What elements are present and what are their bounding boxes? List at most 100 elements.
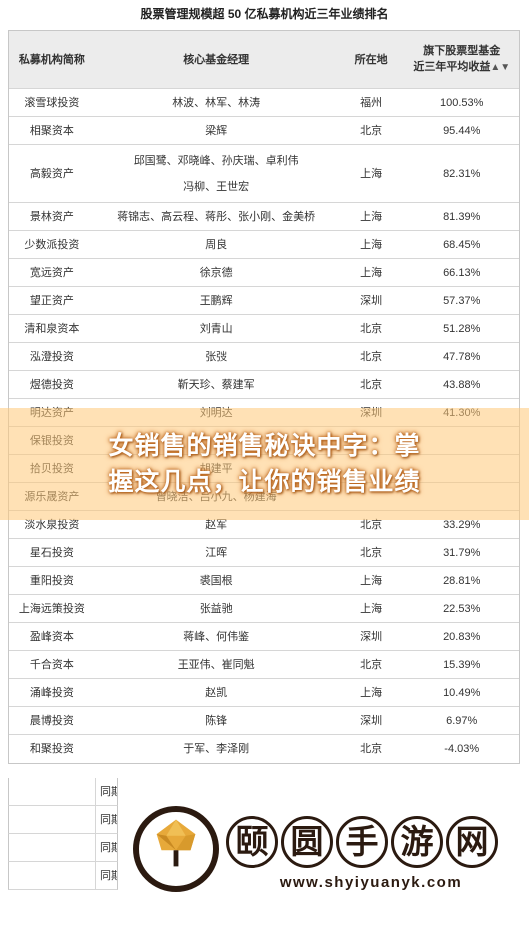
table-row: 宽远资产 徐京德 上海 66.13% (9, 259, 519, 287)
location-cell: 上海 (360, 266, 383, 279)
managers-cell: 刘青山 (199, 322, 233, 335)
firm-cell: 泓澄投资 (29, 350, 74, 363)
return-cell: 81.39% (443, 210, 481, 223)
managers-cell: 陈锋 (205, 714, 228, 727)
column-header-return[interactable]: 旗下股票型基金 近三年平均收益▲▼ (404, 43, 519, 76)
return-cell: 66.13% (443, 266, 481, 279)
column-header-return-line2: 近三年平均收益 (413, 61, 491, 73)
firm-cell: 宽远资产 (29, 266, 74, 279)
watermark-char: 圆 (281, 816, 333, 868)
location-cell: 福州 (360, 96, 383, 109)
firm-cell: 涌峰投资 (29, 686, 74, 699)
managers-cell: 林波、林军、林涛 (172, 96, 261, 109)
extra-row-empty-cell (9, 862, 95, 889)
firm-cell: 清和泉资本 (24, 322, 80, 335)
table-row: 泓澄投资 张弢 北京 47.78% (9, 343, 519, 371)
managers-cell: 江晖 (205, 546, 228, 559)
location-cell: 上海 (360, 238, 383, 251)
table-row: 滚雪球投资 林波、林军、林涛 福州 100.53% (9, 89, 519, 117)
promo-banner[interactable]: 女销售的销售秘诀中字：掌 握这几点，让你的销售业绩 (0, 408, 529, 520)
watermark-char: 颐 (226, 816, 278, 868)
table-row: 重阳投资 裘国根 上海 28.81% (9, 567, 519, 595)
table-row: 少数派投资 周良 上海 68.45% (9, 231, 519, 259)
return-cell: 68.45% (443, 238, 481, 251)
return-cell: 100.53% (440, 96, 484, 109)
managers-cell: 周良 (205, 238, 228, 251)
ranking-table: 私募机构简称 核心基金经理 所在地 旗下股票型基金 近三年平均收益▲▼ 滚雪球投… (8, 30, 520, 764)
managers-cell: 靳天珍、蔡建军 (177, 378, 255, 391)
firm-cell: 星石投资 (29, 546, 74, 559)
extra-row-label: 同期 (95, 806, 117, 833)
table-row: 上海远策投资 张益驰 上海 22.53% (9, 595, 519, 623)
managers-cell: 于军、李泽刚 (183, 743, 250, 755)
column-header-location[interactable]: 所在地 (354, 53, 388, 66)
firm-cell: 淡水泉投资 (24, 518, 80, 531)
return-cell: 31.79% (443, 546, 481, 559)
firm-cell: 盈峰资本 (29, 630, 74, 643)
managers-cell: 蒋锦志、高云程、蒋彤、张小刚、金美桥 (117, 210, 316, 223)
firm-cell: 千合资本 (29, 658, 74, 671)
managers-cell: 赵凯 (205, 686, 228, 699)
watermark-url[interactable]: www.shyiyuanyk.com (279, 874, 463, 891)
return-cell: 6.97% (446, 714, 478, 727)
location-cell: 北京 (360, 124, 383, 137)
managers-cell: 张益驰 (199, 602, 233, 615)
location-cell: 北京 (360, 658, 383, 671)
location-cell: 北京 (360, 322, 383, 335)
table-row: 晨博投资 陈锋 深圳 6.97% (9, 707, 519, 735)
location-cell: 上海 (360, 167, 383, 180)
extra-row: 同期 (8, 806, 118, 834)
location-cell: 北京 (360, 546, 383, 559)
extra-row: 同期 (8, 778, 118, 806)
watermark-chars: 颐圆手游网 (226, 816, 501, 868)
sort-icon[interactable]: ▲▼ (490, 62, 511, 73)
location-cell: 北京 (360, 518, 383, 531)
banner-line-2: 握这几点，让你的销售业绩 (108, 468, 421, 496)
table-row: 清和泉资本 刘青山 北京 51.28% (9, 315, 519, 343)
banner-line-1: 女销售的销售秘诀中字：掌 (108, 432, 421, 460)
table-row: 望正资产 王鹏辉 深圳 57.37% (9, 287, 519, 315)
return-cell: 15.39% (443, 658, 481, 671)
extra-row-empty-cell (9, 806, 95, 833)
firm-cell: 和聚投资 (29, 743, 74, 755)
return-cell: 47.78% (443, 350, 481, 363)
return-cell: 10.49% (443, 686, 481, 699)
extra-row-label: 同期 (95, 834, 117, 861)
extra-rows: 同期同期同期同期 (8, 778, 118, 890)
column-header-return-line1: 旗下股票型基金 (423, 45, 501, 57)
table-row: 景林资产 蒋锦志、高云程、蒋彤、张小刚、金美桥 上海 81.39% (9, 203, 519, 231)
managers-line-1: 邱国鹭、邓晓峰、孙庆瑞、卓利伟 (133, 154, 299, 167)
firm-cell: 晨博投资 (29, 714, 74, 727)
firm-cell: 煜德投资 (29, 378, 74, 391)
table-row: 淡水泉投资 赵军 北京 33.29% (9, 511, 519, 539)
return-cell: 57.37% (443, 294, 481, 307)
return-cell: -4.03% (444, 743, 480, 755)
location-cell: 北京 (360, 743, 383, 755)
extra-row-empty-cell (9, 834, 95, 861)
location-cell: 深圳 (360, 294, 383, 307)
table-row: 高毅资产 邱国鹭、邓晓峰、孙庆瑞、卓利伟 冯柳、王世宏 上海 82.31% (9, 145, 519, 203)
return-cell: 28.81% (443, 574, 481, 587)
managers-cell: 梁辉 (205, 124, 228, 137)
managers-cell: 赵军 (205, 518, 228, 531)
tree-crown-icon (156, 819, 196, 867)
location-cell: 上海 (360, 602, 383, 615)
table-row: 煜德投资 靳天珍、蔡建军 北京 43.88% (9, 371, 519, 399)
watermark-char: 手 (336, 816, 388, 868)
table-row: 和聚投资 于军、李泽刚 北京 -4.03% (9, 735, 519, 763)
column-header-managers[interactable]: 核心基金经理 (183, 53, 250, 66)
return-cell: 95.44% (443, 124, 481, 137)
managers-cell: 王亚伟、崔同魁 (177, 658, 255, 671)
extra-row: 同期 (8, 862, 118, 890)
table-row: 千合资本 王亚伟、崔同魁 北京 15.39% (9, 651, 519, 679)
managers-cell: 张弢 (205, 350, 228, 363)
page-title: 股票管理规模超 50 亿私募机构近三年业绩排名 (140, 7, 389, 21)
firm-cell: 少数派投资 (24, 238, 80, 251)
column-header-firm[interactable]: 私募机构简称 (18, 53, 85, 66)
location-cell: 北京 (360, 350, 383, 363)
extra-row: 同期 (8, 834, 118, 862)
managers-line-2: 冯柳、王世宏 (183, 180, 250, 193)
watermark-char: 网 (446, 816, 498, 868)
location-cell: 上海 (360, 574, 383, 587)
location-cell: 北京 (360, 378, 383, 391)
